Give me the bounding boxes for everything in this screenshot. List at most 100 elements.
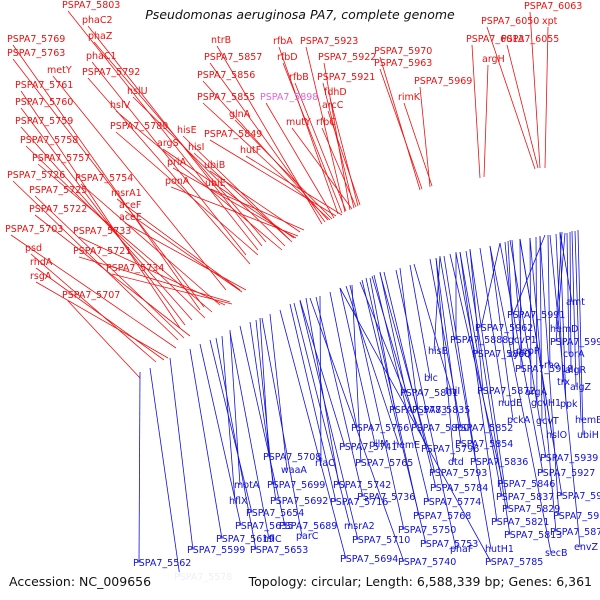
leader-line xyxy=(229,329,241,486)
reverse-gene-label: PSPA7_5654 xyxy=(246,508,304,519)
reverse-gene-label: PSPA7_5837 xyxy=(496,492,554,503)
leader-line xyxy=(339,287,492,563)
forward-gene-label: PSPA7_5855 xyxy=(197,92,255,103)
reverse-gene-label: ubiH xyxy=(577,430,599,441)
leader-line xyxy=(559,231,573,303)
forward-gene-label: PSPA7_5963 xyxy=(374,58,432,69)
leader-line xyxy=(359,281,428,450)
reverse-gene-label: hutH1 xyxy=(485,544,514,555)
leader-line xyxy=(269,313,288,471)
reverse-gene-label: pckA xyxy=(507,415,531,426)
reverse-gene-label: corA xyxy=(563,349,585,360)
leader-line xyxy=(67,300,141,379)
forward-gene-label: rhdA xyxy=(30,257,53,268)
leader-line xyxy=(479,247,505,404)
leader-line xyxy=(170,186,299,237)
forward-gene-label: PSPA7_5969 xyxy=(414,76,472,87)
forward-gene-label: psd xyxy=(25,243,42,254)
reverse-gene-label: PSPA7_5846 xyxy=(497,479,555,490)
leader-line xyxy=(549,234,581,548)
forward-gene-label: PSPA7_5898 xyxy=(260,92,318,103)
reverse-gene-label: PSPA7_5829 xyxy=(502,504,560,515)
reverse-gene-label: PSPA7_5774 xyxy=(423,497,481,508)
forward-gene-label: arcC xyxy=(322,100,344,111)
leader-line xyxy=(20,90,181,329)
leader-line xyxy=(279,309,347,560)
leader-line xyxy=(234,119,333,220)
leader-line xyxy=(371,275,418,429)
leader-line xyxy=(383,271,437,489)
forward-gene-label: mutY xyxy=(286,117,311,128)
reverse-gene-label: PSPA7_5997 xyxy=(550,337,600,348)
leader-line xyxy=(239,325,286,527)
leader-line xyxy=(449,253,504,485)
reverse-gene-label: PSPA7_5753 xyxy=(420,539,478,550)
leader-line xyxy=(278,46,339,215)
leader-line xyxy=(202,102,331,221)
leader-line xyxy=(429,258,462,429)
leader-line xyxy=(459,251,498,523)
reverse-gene-label: PSPA7_5939 xyxy=(540,453,598,464)
reverse-gene-label: PSPA7_5736 xyxy=(357,492,415,503)
reverse-gene-label: PSPA7_5708 xyxy=(263,452,321,463)
forward-gene-label: rfbC xyxy=(316,117,336,128)
leader-line xyxy=(327,110,361,206)
leader-line xyxy=(483,64,489,178)
leader-line xyxy=(209,339,253,514)
reverse-gene-label: PSPA7_5785 xyxy=(485,557,543,568)
leader-line xyxy=(35,267,165,361)
leader-line xyxy=(215,337,257,551)
forward-gene-label: rfbA xyxy=(273,36,293,47)
leader-line xyxy=(569,231,572,371)
reverse-gene-label: PSPA7_5872 xyxy=(477,386,535,397)
leader-line xyxy=(559,232,567,405)
leader-line xyxy=(249,321,277,502)
leader-line xyxy=(261,317,303,537)
forward-gene-label: hutF xyxy=(240,145,261,156)
leader-line xyxy=(535,236,538,404)
leader-line xyxy=(299,299,346,448)
leader-line xyxy=(409,264,431,379)
reverse-gene-label: ppk xyxy=(560,399,578,410)
leader-line xyxy=(78,256,231,303)
leader-line xyxy=(419,86,431,188)
reverse-gene-label: pepP xyxy=(516,346,540,357)
label-leader-lines xyxy=(10,10,584,578)
forward-gene-label: hslV xyxy=(110,100,131,111)
forward-gene-label: PSPA7_5761 xyxy=(15,80,73,91)
reverse-gene-label: PSPA7_5742 xyxy=(333,480,391,491)
leader-line xyxy=(199,343,242,527)
leader-line xyxy=(555,232,566,343)
reverse-gene-label: PSPA7_5796 xyxy=(421,444,479,455)
forward-gene-label: phaC1 xyxy=(86,51,117,62)
forward-gene-label: PSPA7_5763 xyxy=(7,48,65,59)
reverse-gene-label: PSPA7_5768 xyxy=(413,511,471,522)
leader-line xyxy=(124,222,247,291)
leader-line xyxy=(52,75,227,291)
leader-line xyxy=(329,291,358,429)
reverse-gene-label: PSPA7_5991 xyxy=(507,310,565,321)
leader-line xyxy=(10,234,177,349)
forward-gene-label: phaZ xyxy=(88,31,113,42)
reverse-gene-label: PSPA7_5821 xyxy=(491,517,549,528)
leader-line xyxy=(574,230,582,421)
forward-gene-label: fdhD xyxy=(324,87,347,98)
forward-gene-label: PSPA7_5921 xyxy=(317,72,375,83)
reverse-gene-label: hemD xyxy=(550,324,578,335)
reverse-gene-label: rho xyxy=(544,360,560,371)
reverse-gene-label: PSPA7_5692 xyxy=(270,496,328,507)
leader-line xyxy=(293,302,351,527)
forward-gene-label: PSPA7_5857 xyxy=(204,52,262,63)
forward-gene-label: PSPA7_5803 xyxy=(62,0,120,11)
reverse-gene-label: hflC xyxy=(263,534,282,545)
reverse-gene-label: PSPA7_5962 xyxy=(475,323,533,334)
leader-line xyxy=(12,44,201,311)
reverse-gene-label: PSPA7_5635 xyxy=(235,521,293,532)
reverse-gene-label: motA xyxy=(234,480,260,491)
reverse-gene-label: secB xyxy=(545,548,568,559)
forward-gene-label: PSPA7_5923 xyxy=(300,36,358,47)
reverse-gene-label: PSPA7_5918 xyxy=(515,364,573,375)
leader-line xyxy=(506,44,539,169)
reverse-gene-label: parC xyxy=(296,531,319,542)
